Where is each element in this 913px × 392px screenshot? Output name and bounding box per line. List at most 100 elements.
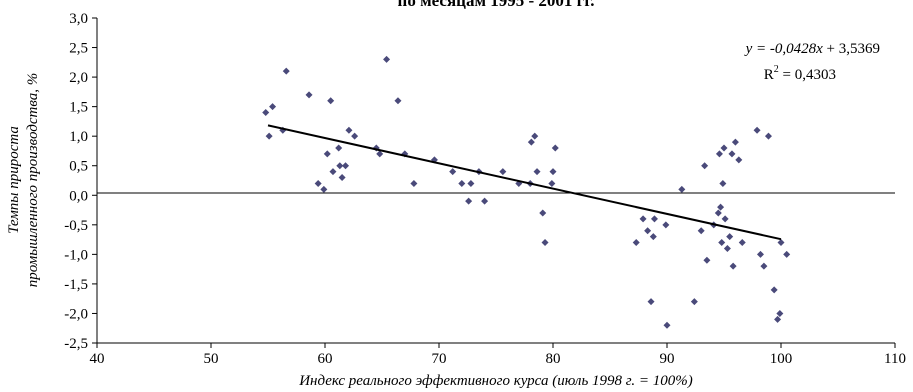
equation-prefix: y = -0,0428	[744, 41, 817, 57]
data-point	[723, 244, 731, 252]
data-point	[282, 67, 290, 75]
data-point	[342, 162, 350, 170]
data-point	[279, 126, 287, 134]
data-point	[320, 185, 328, 193]
data-point	[647, 298, 655, 306]
data-point	[265, 132, 273, 140]
r-squared-text: R2 = 0,4303	[764, 64, 836, 83]
x-tick-label: 70	[432, 351, 447, 367]
data-point	[690, 298, 698, 306]
data-point	[703, 256, 711, 264]
data-point	[351, 132, 359, 140]
data-point	[410, 179, 418, 187]
data-point	[329, 168, 337, 176]
data-point	[499, 168, 507, 176]
equation-suffix: + 3,5369	[823, 41, 880, 57]
r2-value: = 0,4303	[779, 67, 836, 83]
x-tick-label: 110	[884, 351, 906, 367]
data-point	[719, 179, 727, 187]
data-point	[731, 138, 739, 146]
data-point	[697, 227, 705, 235]
x-tick-label: 50	[204, 351, 219, 367]
x-tick-label: 90	[660, 351, 675, 367]
data-point	[327, 97, 335, 105]
y-axis-label-line1: Темпы прироста	[6, 126, 22, 234]
data-point	[632, 239, 640, 247]
y-tick-label: -1,0	[64, 247, 88, 263]
data-points	[262, 55, 791, 329]
data-point	[663, 321, 671, 329]
data-point	[549, 168, 557, 176]
trend-equation: y = -0,0428x + 3,5369 R2 = 0,4303	[744, 41, 880, 83]
trendline	[267, 124, 782, 241]
equation-text: y = -0,0428x + 3,5369	[744, 41, 880, 57]
data-point	[323, 150, 331, 158]
data-point	[756, 250, 764, 258]
data-point	[345, 126, 353, 134]
y-tick-label: -1,5	[64, 277, 88, 293]
r2-label: R	[764, 67, 774, 83]
data-point	[548, 179, 556, 187]
data-point	[467, 179, 475, 187]
data-point	[662, 221, 670, 229]
data-point	[644, 227, 652, 235]
data-point	[738, 239, 746, 247]
data-point	[729, 262, 737, 270]
y-axis-label: Темпы прироста промышленного производств…	[6, 73, 41, 288]
y-tick-label: -0,5	[64, 218, 88, 234]
data-point	[714, 209, 722, 217]
data-point	[551, 144, 559, 152]
x-axis-ticks: 40 50 60 70 80 90 100 110	[90, 343, 906, 367]
y-tick-label: 1,5	[69, 100, 88, 116]
data-point	[715, 150, 723, 158]
data-point	[701, 162, 709, 170]
data-point	[717, 203, 725, 211]
data-point	[649, 233, 657, 241]
data-point	[338, 174, 346, 182]
y-axis-ticks: 3,0 2,5 2,0 1,5 1,0 0,5 0,0 -0,5 -1,0 -1,5 -2,0 -2,…	[64, 11, 97, 352]
data-point	[650, 215, 658, 223]
data-point	[760, 262, 768, 270]
data-point	[376, 150, 384, 158]
y-tick-label: 2,0	[69, 70, 88, 86]
y-tick-label: -2,5	[64, 336, 88, 352]
data-point	[721, 215, 729, 223]
data-point	[458, 179, 466, 187]
data-point	[481, 197, 489, 205]
data-point	[753, 126, 761, 134]
y-tick-label: 0,5	[69, 159, 88, 175]
data-point	[774, 315, 782, 323]
data-point	[735, 156, 743, 164]
y-tick-label: -2,0	[64, 306, 88, 322]
data-point	[770, 286, 778, 294]
data-point	[449, 168, 457, 176]
x-tick-label: 100	[770, 351, 793, 367]
x-tick-label: 40	[90, 351, 105, 367]
data-point	[305, 91, 313, 99]
y-tick-label: 3,0	[69, 11, 88, 27]
y-tick-label: 2,5	[69, 41, 88, 57]
data-point	[726, 233, 734, 241]
data-point	[262, 109, 270, 117]
data-point	[533, 168, 541, 176]
x-axis-label: Индекс реального эффективного курса (июл…	[298, 373, 693, 389]
data-point	[783, 250, 791, 258]
y-tick-label: 0,0	[69, 188, 88, 204]
data-point	[531, 132, 539, 140]
data-point	[678, 185, 686, 193]
data-point	[335, 144, 343, 152]
x-tick-label: 60	[318, 351, 333, 367]
y-tick-label: 1,0	[69, 129, 88, 145]
data-point	[777, 239, 785, 247]
data-point	[394, 97, 402, 105]
data-point	[541, 239, 549, 247]
data-point	[764, 132, 772, 140]
data-point	[527, 138, 535, 146]
equation-var: x	[815, 41, 823, 57]
data-point	[720, 144, 728, 152]
data-point	[728, 150, 736, 158]
chart-title: по месяцам 1995 - 2001 гг.	[398, 0, 595, 10]
data-point	[336, 162, 344, 170]
data-point	[269, 103, 277, 111]
